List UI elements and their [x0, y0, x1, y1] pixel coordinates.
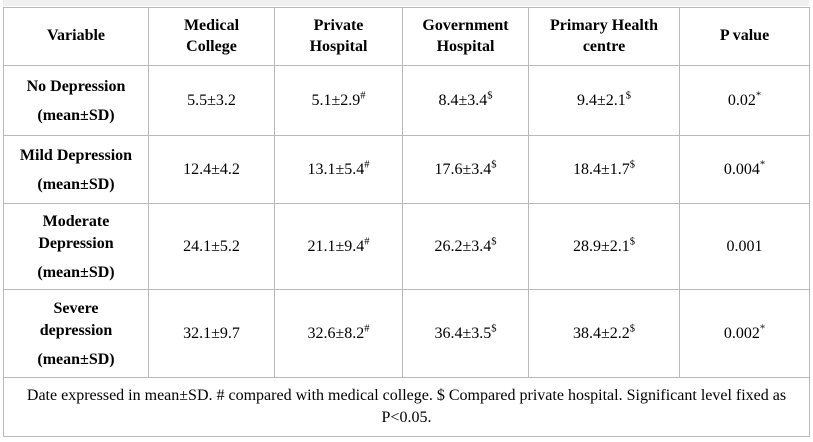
superscript-marker: $: [629, 323, 636, 335]
column-header-medical-college: Medical College: [148, 7, 275, 66]
value-text: 24.1±5.2: [183, 237, 240, 255]
superscript-marker: #: [364, 159, 370, 171]
value-cell: 24.1±5.2: [148, 203, 275, 290]
value-text: 0.002: [723, 324, 760, 342]
variable-cell: Severe depression (mean±SD): [3, 289, 149, 378]
value-text: 32.1±9.7: [183, 324, 240, 342]
value-cell: 18.4±1.7$: [528, 135, 680, 204]
column-header-private-hospital: Private Hospital: [274, 7, 403, 66]
value-text: 0.004: [723, 160, 760, 178]
variable-sub: (mean±SD): [37, 175, 115, 193]
table-footnote: Date expressed in mean±SD. # compared wi…: [3, 377, 810, 437]
variable-sub: (mean±SD): [37, 350, 115, 368]
value-text: 13.1±5.4: [307, 160, 365, 178]
value-text: 5.5±3.2: [187, 91, 236, 109]
value-cell: 13.1±5.4#: [274, 135, 403, 204]
p-value-cell: 0.001: [679, 203, 810, 290]
value-cell: 21.1±9.4#: [274, 203, 403, 290]
value-cell: 36.4±3.5$: [402, 289, 529, 378]
value-cell: 32.6±8.2#: [274, 289, 403, 378]
variable-name: Mild Depression: [19, 147, 133, 165]
value-text: 17.6±3.4: [434, 160, 492, 178]
superscript-marker: $: [491, 323, 497, 335]
superscript-marker: *: [755, 90, 762, 102]
superscript-marker: #: [364, 236, 370, 248]
value-cell: 26.2±3.4$: [402, 203, 529, 290]
variable-name: Severe depression: [39, 300, 113, 339]
table-row-moderate-depression: Moderate Depression (mean±SD) 24.1±5.2 2…: [3, 203, 810, 290]
superscript-marker: $: [491, 159, 497, 171]
header-row: Variable Medical College Private Hospita…: [3, 7, 810, 66]
column-header-p-value: P value: [679, 7, 810, 66]
value-text: 28.9±2.1: [572, 237, 630, 255]
variable-sub: (mean±SD): [37, 106, 115, 124]
footnote-row: Date expressed in mean±SD. # compared wi…: [3, 377, 810, 437]
table-row-no-depression: No Depression (mean±SD) 5.5±3.2 5.1±2.9#…: [3, 65, 810, 136]
p-value-cell: 0.004*: [679, 135, 810, 204]
value-cell: 5.5±3.2: [148, 65, 275, 136]
value-cell: 5.1±2.9#: [274, 65, 403, 136]
value-text: 9.4±2.1: [576, 91, 626, 109]
value-cell: 17.6±3.4$: [402, 135, 529, 204]
variable-name: Moderate Depression: [38, 213, 114, 252]
top-strip: [3, 0, 809, 6]
variable-name: No Depression: [26, 78, 126, 96]
superscript-marker: $: [625, 90, 632, 102]
value-text: 0.02: [727, 91, 756, 109]
value-text: 8.4±3.4: [438, 91, 488, 109]
value-text: 18.4±1.7: [572, 160, 630, 178]
variable-sub: (mean±SD): [37, 263, 115, 281]
value-cell: 38.4±2.2$: [528, 289, 680, 378]
superscript-marker: $: [629, 159, 636, 171]
superscript-marker: *: [759, 323, 766, 335]
column-header-government-hospital: Government Hospital: [402, 7, 529, 66]
value-cell: 32.1±9.7: [148, 289, 275, 378]
value-text: 5.1±2.9: [311, 91, 361, 109]
depression-stats-table: Variable Medical College Private Hospita…: [3, 7, 810, 437]
value-cell: 9.4±2.1$: [528, 65, 680, 136]
p-value-cell: 0.002*: [679, 289, 810, 378]
superscript-marker: $: [629, 236, 636, 248]
value-text: 12.4±4.2: [183, 160, 240, 178]
p-value-cell: 0.02*: [679, 65, 810, 136]
value-text: 32.6±8.2: [307, 324, 365, 342]
superscript-marker: *: [759, 159, 766, 171]
superscript-marker: #: [364, 323, 370, 335]
table-row-severe-depression: Severe depression (mean±SD) 32.1±9.7 32.…: [3, 289, 810, 378]
value-text: 38.4±2.2: [572, 324, 630, 342]
column-header-variable: Variable: [3, 7, 149, 66]
value-text: 26.2±3.4: [434, 237, 492, 255]
value-cell: 28.9±2.1$: [528, 203, 680, 290]
variable-cell: Moderate Depression (mean±SD): [3, 203, 149, 290]
value-text: 21.1±9.4: [307, 237, 365, 255]
column-header-primary-health-centre: Primary Health centre: [528, 7, 680, 66]
value-cell: 8.4±3.4$: [402, 65, 529, 136]
superscript-marker: $: [491, 236, 497, 248]
value-text: 36.4±3.5: [434, 324, 492, 342]
table-row-mild-depression: Mild Depression (mean±SD) 12.4±4.2 13.1±…: [3, 135, 810, 204]
superscript-marker: $: [487, 90, 493, 102]
value-text: 0.001: [726, 237, 763, 255]
variable-cell: Mild Depression (mean±SD): [3, 135, 149, 204]
variable-cell: No Depression (mean±SD): [3, 65, 149, 136]
superscript-marker: #: [360, 90, 366, 102]
value-cell: 12.4±4.2: [148, 135, 275, 204]
